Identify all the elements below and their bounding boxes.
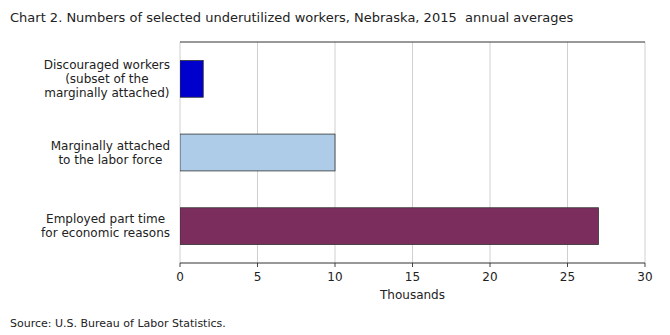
tick-mark <box>180 263 181 267</box>
tick-label: 30 <box>637 270 652 284</box>
chart: Chart 2. Numbers of selected underutiliz… <box>0 0 670 335</box>
tick-mark <box>490 263 491 267</box>
category-label: Discouraged workers(subset of themargina… <box>44 58 170 100</box>
tick-mark <box>335 263 336 267</box>
x-axis-label: Thousands <box>379 288 445 302</box>
grid-line <box>645 42 646 263</box>
tick-label: 25 <box>560 270 575 284</box>
bar <box>180 134 335 171</box>
x-axis-line <box>180 263 645 264</box>
grid <box>180 42 645 263</box>
category-label: Employed part timefor economic reasons <box>41 212 170 240</box>
tick-mark <box>567 263 568 267</box>
bar <box>180 60 203 97</box>
annotation: Source: U.S. Bureau of Labor Statistics. <box>10 317 226 330</box>
tick-mark <box>412 263 413 267</box>
tick-mark <box>645 263 646 267</box>
tick-label: 10 <box>327 270 342 284</box>
tick-label: 5 <box>254 270 262 284</box>
bar <box>180 208 599 245</box>
tick-mark <box>257 263 258 267</box>
tick-label: 15 <box>405 270 420 284</box>
bars <box>180 60 599 244</box>
tick-label: 20 <box>482 270 497 284</box>
category-label: Marginally attachedto the labor force <box>51 139 170 167</box>
title: Chart 2. Numbers of selected underutiliz… <box>10 10 574 25</box>
top-border <box>180 42 645 43</box>
tick-label: 0 <box>176 270 184 284</box>
